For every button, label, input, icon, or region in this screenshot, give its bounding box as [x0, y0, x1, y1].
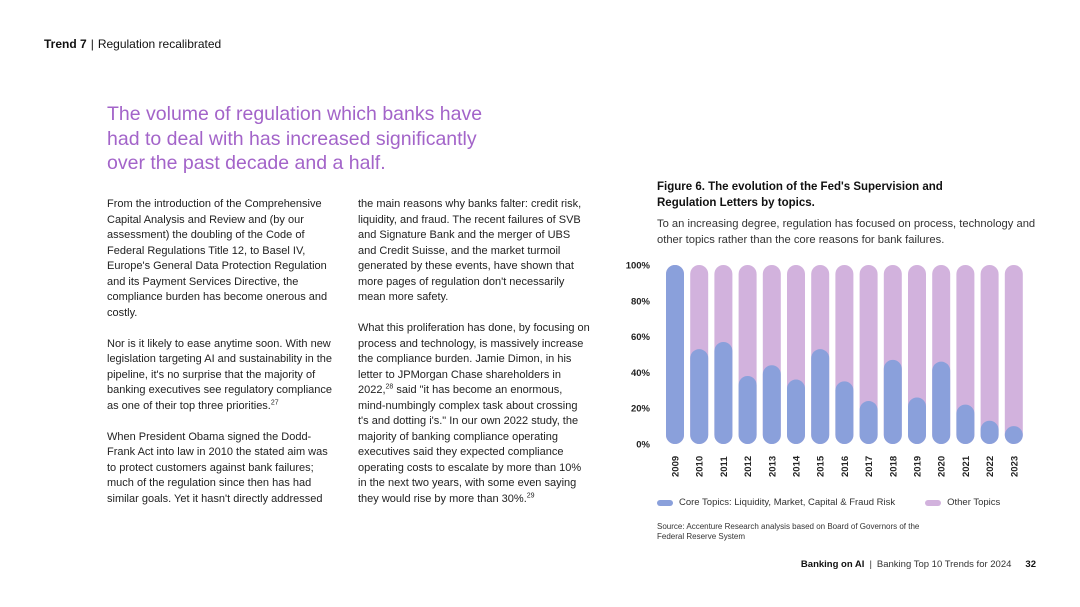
header-separator: |	[90, 37, 94, 51]
footer-brand: Banking on AI	[800, 559, 865, 570]
bar-other-topics	[980, 265, 999, 444]
x-tick-label: 2023	[1009, 456, 1020, 477]
stacked-bar-chart: 0% 20% 40% 60% 80% 100% 2009 2010 2011 2012 2013 20…	[626, 261, 1023, 477]
paragraph-text: What this proliferation has done, by foc…	[358, 322, 590, 396]
legend-label-core: Core Topics: Liquidity, Market, Capital …	[679, 497, 896, 508]
bar-core-topics	[835, 381, 854, 444]
body-column-2: the main reasons why banks falter: credi…	[358, 197, 590, 523]
bar-core-topics	[666, 265, 684, 444]
bar-core-topics	[690, 349, 709, 444]
bar-core-topics	[980, 420, 999, 444]
page-header: Trend 7 | Regulation recalibrated	[44, 37, 221, 51]
footer-title: Banking Top 10 Trends for 2024	[876, 559, 1012, 570]
x-tick-label: 2021	[961, 455, 972, 477]
body-column-1: From the introduction of the Comprehensi…	[107, 197, 339, 523]
x-tick-label: 2010	[695, 456, 706, 477]
figure-title: Figure 6. The evolution of the Fed's Sup…	[657, 181, 943, 209]
bar-core-topics	[787, 379, 805, 444]
x-tick-label: 2022	[985, 456, 996, 477]
footnote-ref[interactable]: 29	[526, 491, 535, 499]
headline: The volume of regulation which banks hav…	[107, 103, 483, 174]
paragraph-text: said "it has become an enormous, mind-nu…	[358, 384, 582, 505]
x-tick-label: 2011	[719, 456, 730, 477]
section-title: Regulation recalibrated	[97, 37, 222, 51]
figure-subtitle: To an increasing degree, regulation has …	[657, 218, 1036, 246]
bar-core-topics	[956, 404, 975, 444]
bar-other-topics	[859, 265, 878, 444]
x-tick-label: 2012	[743, 456, 754, 477]
legend-swatch-core	[657, 499, 673, 506]
chart-legend: Core Topics: Liquidity, Market, Capital …	[657, 497, 1030, 508]
bar-core-topics	[811, 349, 830, 444]
y-tick-label: 20%	[631, 404, 651, 415]
y-tick-label: 100%	[626, 261, 651, 272]
trend-label: Trend 7	[44, 37, 87, 51]
x-tick-label: 2016	[840, 456, 851, 477]
page-number: 32	[1025, 559, 1036, 570]
x-tick-label: 2017	[864, 456, 875, 477]
bar-core-topics	[738, 375, 757, 444]
paragraph: the main reasons why banks falter: credi…	[358, 198, 582, 303]
x-tick-label: 2015	[816, 455, 827, 477]
bar-core-topics	[714, 341, 733, 444]
footnote-ref[interactable]: 27	[270, 398, 279, 406]
bar-core-topics	[1004, 426, 1023, 444]
x-tick-label: 2009	[671, 456, 682, 477]
x-tick-label: 2020	[937, 456, 948, 477]
x-tick-label: 2018	[888, 456, 899, 477]
footnote-ref[interactable]: 28	[385, 383, 394, 391]
y-tick-label: 80%	[631, 296, 651, 307]
figure-source: Source: Accenture Research analysis base…	[657, 522, 920, 541]
y-tick-label: 0%	[636, 440, 650, 451]
bar-other-topics	[1004, 265, 1023, 444]
paragraph: From the introduction of the Comprehensi…	[107, 198, 328, 319]
footer-separator: |	[869, 559, 872, 570]
bar-core-topics	[932, 361, 951, 444]
bar-core-topics	[883, 359, 902, 444]
paragraph: Nor is it likely to ease anytime soon. W…	[107, 337, 339, 415]
paragraph: What this proliferation has done, by foc…	[358, 321, 590, 507]
bar-other-topics	[956, 265, 975, 444]
legend-label-other: Other Topics	[947, 497, 1001, 508]
y-tick-label: 60%	[631, 332, 651, 343]
page-footer: Banking on AI | Banking Top 10 Trends for …	[801, 559, 1036, 570]
bar-core-topics	[859, 401, 878, 444]
legend-swatch-other	[925, 499, 942, 506]
legend-item-core: Core Topics: Liquidity, Market, Capital …	[657, 497, 895, 508]
legend-item-other: Other Topics	[925, 497, 1000, 508]
x-tick-label: 2013	[767, 456, 778, 477]
bar-core-topics	[908, 397, 926, 444]
x-tick-label: 2019	[913, 456, 924, 477]
paragraph-text: Nor is it likely to ease anytime soon. W…	[107, 337, 333, 412]
paragraph: When President Obama signed the Dodd-Fra…	[107, 430, 328, 505]
x-tick-label: 2014	[792, 455, 803, 477]
bar-core-topics	[762, 365, 781, 444]
y-tick-label: 40%	[631, 368, 651, 379]
